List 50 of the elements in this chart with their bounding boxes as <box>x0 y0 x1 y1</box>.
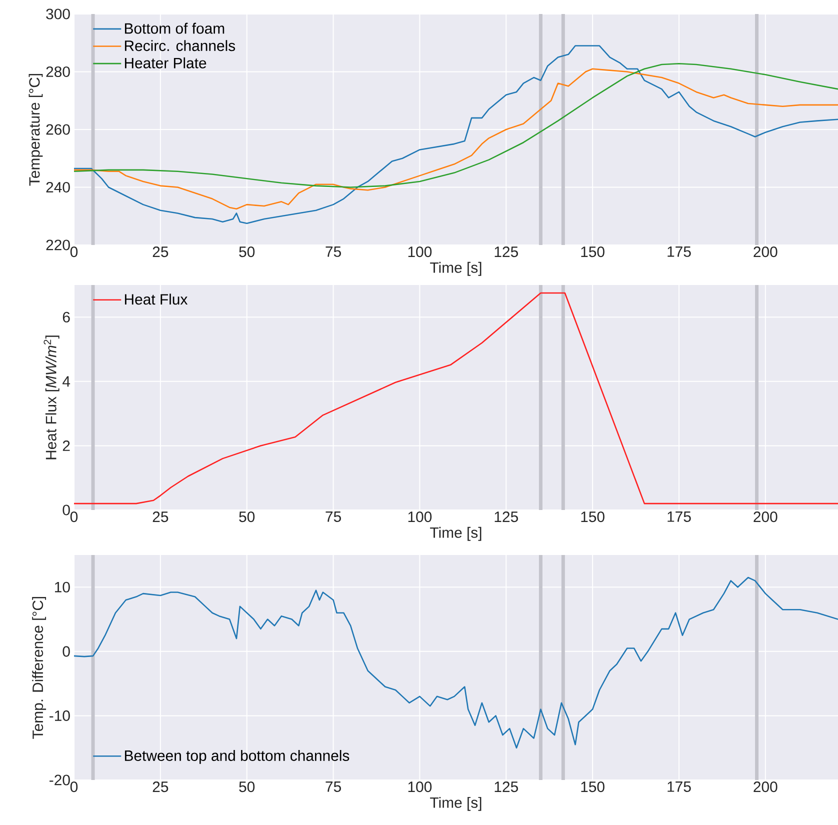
x-tick-label: 50 <box>239 512 255 522</box>
x-tick-label: 75 <box>326 782 341 792</box>
y-tick-label: 2 <box>62 440 70 451</box>
y-tick-label: 260 <box>46 124 70 135</box>
x-tick-label: 175 <box>668 246 691 257</box>
legend-label: Heater Plate <box>124 57 206 68</box>
y-tick-label: 280 <box>46 66 70 78</box>
y-tick-label: 220 <box>46 240 70 250</box>
x-axis-title: Time [s] <box>430 796 482 811</box>
y-tick-label: 6 <box>62 312 70 322</box>
x-tick-label: 75 <box>326 512 341 522</box>
legend-label: Recirc. channels <box>124 40 236 52</box>
y-axis-title: Heat Flux [MW/m$^{2}$] <box>44 336 60 460</box>
x-tick-label: 25 <box>152 246 168 258</box>
y-tick-label: 0 <box>62 646 70 657</box>
x-tick-label: 0 <box>70 246 78 258</box>
x-tick-label: 150 <box>581 512 604 522</box>
y-axis-title: Temp. Difference [°C] <box>32 596 46 739</box>
x-tick-label: 125 <box>494 246 518 258</box>
x-tick-label: 75 <box>326 246 341 257</box>
y-tick-label: 10 <box>55 582 70 592</box>
x-tick-label: 50 <box>239 782 255 792</box>
x-tick-label: 125 <box>494 512 518 522</box>
x-tick-label: 200 <box>754 512 778 522</box>
x-tick-label: 100 <box>408 782 432 792</box>
y-tick-label: 300 <box>46 8 70 20</box>
x-tick-label: 125 <box>494 782 518 792</box>
x-tick-label: 100 <box>408 512 432 522</box>
legend-label: Heat Flux <box>124 294 188 305</box>
legend-label: Between top and bottom channels <box>124 750 350 764</box>
x-tick-label: 175 <box>668 782 691 792</box>
x-tick-label: 100 <box>408 246 432 258</box>
x-axis-title: Time [s] <box>430 526 482 541</box>
y-tick-label: -10 <box>50 710 70 721</box>
x-tick-label: 50 <box>239 246 255 258</box>
y-tick-label: 240 <box>46 182 70 193</box>
x-tick-label: 25 <box>152 782 168 792</box>
x-tick-label: 0 <box>70 782 78 792</box>
x-tick-label: 150 <box>581 246 604 258</box>
y-tick-label: 4 <box>62 376 70 387</box>
x-tick-label: 200 <box>754 782 778 792</box>
x-axis-title: Time [s] <box>430 262 482 276</box>
x-tick-label: 0 <box>70 512 78 522</box>
y-tick-label: -20 <box>50 774 70 786</box>
legend-label: Bottom of foam <box>124 22 224 34</box>
x-tick-label: 200 <box>754 246 778 258</box>
x-tick-label: 150 <box>581 782 604 792</box>
x-tick-label: 175 <box>668 512 691 522</box>
x-tick-label: 25 <box>152 512 168 522</box>
y-axis-title: Temperature [°C] <box>28 74 43 186</box>
